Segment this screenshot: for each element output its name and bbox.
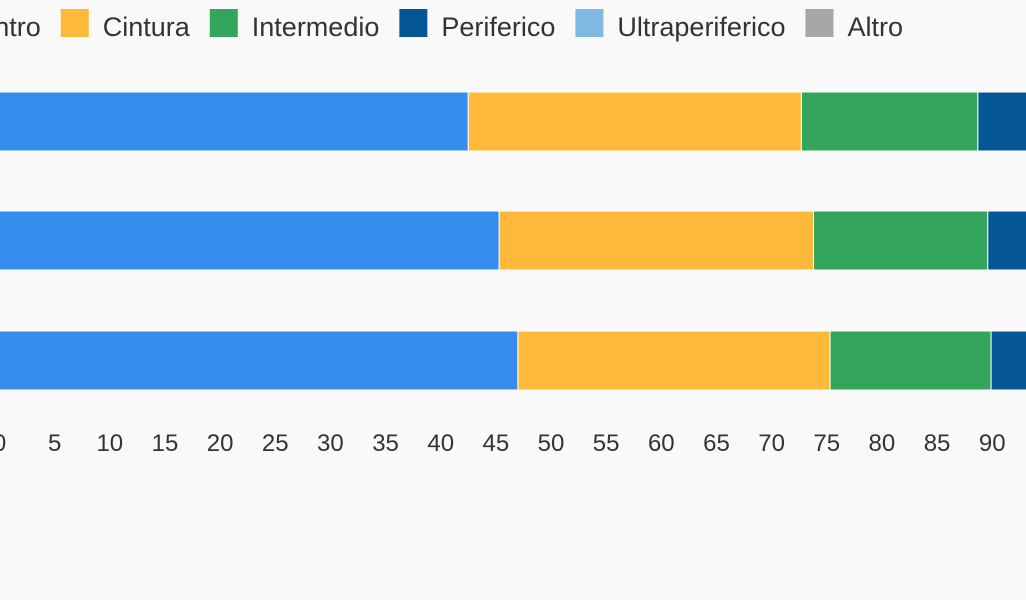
x-tick-label: 60 — [648, 430, 675, 457]
bar-segment-cintura-row-1 — [467, 91, 802, 152]
legend-swatch-cintura — [60, 9, 89, 37]
bar-segment-centro-row-3 — [0, 330, 519, 391]
legend-label-cintura: Cintura — [103, 12, 191, 42]
bar-segment-periferico-row-3 — [990, 330, 1026, 391]
legend-swatch-periferico — [399, 9, 428, 37]
bar-segment-periferico-row-1 — [977, 91, 1026, 152]
legend-label-centro: Centro — [0, 12, 41, 42]
x-tick-label: 45 — [482, 430, 509, 457]
x-tick-label: 10 — [96, 430, 123, 457]
x-tick-label: 55 — [593, 430, 620, 457]
x-tick-label: 65 — [703, 430, 730, 457]
x-tick-label: 90 — [979, 430, 1006, 457]
legend-swatch-ultraperiferico — [575, 9, 604, 37]
x-tick-label: 85 — [924, 430, 951, 457]
bar-segment-centro-row-1 — [0, 91, 469, 152]
x-tick-label: 5 — [48, 430, 61, 457]
bar-segment-intermedio-row-3 — [829, 330, 992, 391]
x-tick-label: 80 — [869, 430, 896, 457]
bar-segment-intermedio-row-2 — [813, 210, 989, 271]
x-tick-label: 20 — [207, 430, 234, 457]
bar-segment-intermedio-row-1 — [800, 91, 979, 152]
x-tick-label: 0 — [0, 430, 6, 457]
x-tick-label: 30 — [317, 430, 344, 457]
legend-swatch-intermedio — [209, 9, 238, 37]
x-tick-label: 15 — [152, 430, 179, 457]
legend-label-periferico: Periferico — [441, 12, 555, 42]
plot-area — [0, 91, 1026, 391]
x-tick-label: 25 — [262, 430, 289, 457]
x-axis: 0 5 10 15 20 25 30 35 40 45 50 55 60 65 70 75 80 85 90 — [0, 430, 1006, 457]
legend: Centro Cintura Intermedio Periferico Ultrape… — [0, 9, 903, 42]
x-tick-label: 75 — [813, 430, 840, 457]
bar-segment-periferico-row-2 — [987, 210, 1026, 271]
x-tick-label: 35 — [372, 430, 399, 457]
legend-label-ultraperiferico: Ultraperiferico — [617, 12, 785, 42]
legend-label-altro: Altro — [847, 12, 903, 42]
legend-swatch-altro — [805, 9, 834, 37]
legend-label-intermedio: Intermedio — [252, 12, 380, 42]
x-tick-label: 40 — [427, 430, 454, 457]
x-tick-label: 70 — [758, 430, 785, 457]
bar-segment-cintura-row-2 — [498, 210, 815, 271]
bar-segment-cintura-row-3 — [517, 330, 831, 391]
x-tick-label: 50 — [538, 430, 565, 457]
bar-segment-centro-row-2 — [0, 210, 500, 271]
